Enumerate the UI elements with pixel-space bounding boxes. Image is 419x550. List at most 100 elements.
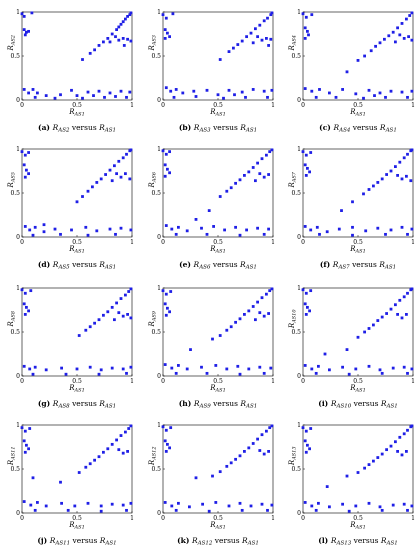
scatter-point xyxy=(227,504,231,508)
x-tick-label: 0.5 xyxy=(353,515,363,522)
scatter-point xyxy=(310,504,314,508)
scatter-point xyxy=(402,365,406,369)
scatter-point xyxy=(363,54,366,58)
scatter-point xyxy=(110,179,114,183)
scatter-point xyxy=(249,504,253,508)
x-axis-label: RAS1 xyxy=(349,108,366,118)
scatter-point xyxy=(169,89,173,93)
scatter-point xyxy=(325,485,329,488)
scatter-point xyxy=(218,470,222,474)
scatter-point xyxy=(406,428,409,432)
scatter-point xyxy=(303,37,307,40)
scatter-point xyxy=(376,181,380,184)
scatter-point xyxy=(245,228,248,232)
y-tick-label: 1 xyxy=(157,422,161,429)
scatter-point xyxy=(406,152,409,156)
x-axis-label: RAS1 xyxy=(209,521,226,531)
x-tick-label: 1 xyxy=(130,378,134,385)
y-tick-label: 0 xyxy=(16,234,20,241)
scatter-point xyxy=(303,163,307,167)
scatter-point xyxy=(75,94,79,97)
scatter-point xyxy=(374,44,377,48)
scatter-point xyxy=(211,337,214,341)
y-tick-label: 0 xyxy=(297,97,301,104)
scatter-point xyxy=(125,152,128,156)
scatter-point xyxy=(129,11,133,15)
scatter-point xyxy=(125,371,128,375)
x-tick-label: 0 xyxy=(20,515,24,522)
scatter-point xyxy=(59,480,62,484)
x-tick-label: 0.5 xyxy=(213,102,223,109)
scatter-point xyxy=(380,452,384,456)
scatter-point xyxy=(306,305,309,309)
y-tick-label: 1 xyxy=(297,285,301,292)
scatter-point xyxy=(256,226,259,230)
x-tick-label: 1 xyxy=(130,515,134,522)
scatter-point xyxy=(22,302,26,306)
scatter-point xyxy=(22,163,26,167)
scatter-point xyxy=(303,26,307,30)
scatter-point xyxy=(93,321,96,325)
scatter-point xyxy=(207,509,211,513)
scatter-point xyxy=(23,291,27,295)
scatter-point xyxy=(378,505,382,509)
scatter-point xyxy=(129,148,133,152)
panel-caption: (a) RAS2 versus RAS1 xyxy=(38,123,116,134)
scatter-point xyxy=(385,448,388,452)
scatter-point xyxy=(117,159,121,163)
scatter-point xyxy=(387,34,391,38)
scatter-point xyxy=(188,505,191,509)
scatter-point xyxy=(389,169,393,173)
scatter-point xyxy=(88,325,92,329)
scatter-point xyxy=(372,184,375,188)
scatter-point xyxy=(44,504,48,508)
scatter-point xyxy=(86,501,90,505)
scatter-point xyxy=(161,425,165,429)
scatter-point xyxy=(341,365,344,369)
x-tick-label: 1 xyxy=(271,378,275,385)
scatter-point xyxy=(410,287,414,291)
scatter-point xyxy=(31,372,35,376)
scatter-point xyxy=(31,88,35,91)
scatter-point xyxy=(308,309,311,313)
scatter-point xyxy=(86,233,90,237)
scatter-point xyxy=(369,49,373,53)
scatter-point xyxy=(103,95,106,99)
x-axis-label: RAS1 xyxy=(68,108,85,118)
scatter-point xyxy=(303,364,307,367)
scatter-point xyxy=(170,366,174,370)
y-tick-label: 0.5 xyxy=(291,466,301,473)
scatter-point xyxy=(129,39,133,43)
scatter-point xyxy=(115,438,118,442)
scatter-point xyxy=(362,96,365,100)
scatter-point xyxy=(367,188,371,191)
scatter-point xyxy=(95,181,99,184)
scatter-point xyxy=(192,89,196,93)
scatter-point xyxy=(402,502,406,506)
scatter-point xyxy=(244,95,247,99)
scatter-point xyxy=(372,323,375,327)
scatter-point xyxy=(229,461,233,465)
scatter-point xyxy=(314,508,318,512)
y-axis-label: RAS11 xyxy=(7,446,17,466)
scatter-point xyxy=(181,91,185,95)
y-tick-label: 0.5 xyxy=(151,466,161,473)
scatter-point xyxy=(270,424,274,428)
scatter-point xyxy=(308,447,311,451)
scatter-point xyxy=(364,229,368,233)
scatter-point xyxy=(402,37,406,40)
plot-frame xyxy=(302,148,414,238)
scatter-point xyxy=(372,459,375,463)
scatter-point xyxy=(117,311,121,315)
scatter-point xyxy=(88,462,92,466)
scatter-point xyxy=(243,174,246,177)
scatter-point xyxy=(53,227,57,231)
scatter-point xyxy=(234,181,237,185)
scatter-point xyxy=(95,229,99,233)
scatter-point xyxy=(367,364,371,368)
scatter-point xyxy=(174,232,178,236)
scatter-point xyxy=(247,367,251,371)
x-tick-label: 0.5 xyxy=(72,378,82,385)
scatter-point xyxy=(236,364,240,368)
scatter-point xyxy=(93,458,96,462)
